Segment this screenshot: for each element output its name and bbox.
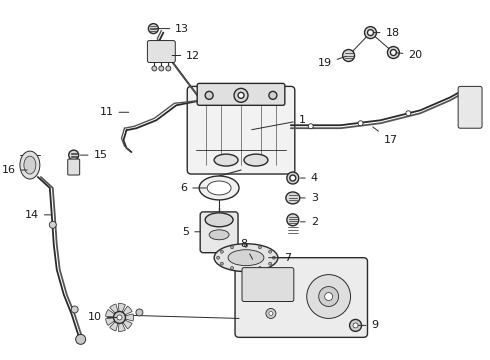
Ellipse shape (20, 151, 40, 179)
Circle shape (307, 275, 350, 319)
Circle shape (69, 150, 79, 160)
Text: 4: 4 (300, 173, 318, 183)
Circle shape (391, 50, 396, 55)
Text: 16: 16 (2, 165, 27, 175)
Circle shape (71, 306, 78, 313)
Wedge shape (106, 310, 120, 318)
Circle shape (349, 319, 362, 332)
Circle shape (258, 266, 262, 270)
Ellipse shape (207, 181, 231, 195)
Circle shape (166, 66, 171, 71)
Circle shape (245, 244, 247, 247)
Text: 10: 10 (88, 312, 117, 323)
Circle shape (220, 262, 223, 265)
Ellipse shape (244, 154, 268, 166)
Circle shape (406, 111, 411, 116)
Ellipse shape (286, 192, 300, 204)
Ellipse shape (214, 244, 278, 272)
Circle shape (365, 27, 376, 39)
Circle shape (368, 30, 373, 36)
Wedge shape (120, 306, 132, 318)
Text: 6: 6 (180, 183, 206, 193)
Circle shape (388, 46, 399, 58)
Circle shape (148, 24, 158, 33)
Text: 5: 5 (182, 227, 200, 237)
Circle shape (269, 250, 271, 253)
Text: 3: 3 (300, 193, 318, 203)
Circle shape (238, 93, 244, 98)
Circle shape (136, 309, 143, 316)
Wedge shape (106, 318, 120, 325)
Wedge shape (118, 303, 125, 318)
Text: 13: 13 (156, 24, 189, 33)
Circle shape (325, 293, 333, 301)
Text: 17: 17 (373, 127, 397, 145)
Ellipse shape (209, 230, 229, 240)
Text: 8: 8 (241, 239, 253, 259)
Ellipse shape (205, 213, 233, 227)
Text: 7: 7 (269, 253, 291, 263)
Text: 18: 18 (373, 28, 399, 37)
FancyBboxPatch shape (197, 84, 285, 105)
Circle shape (114, 311, 125, 323)
Circle shape (287, 214, 299, 226)
Circle shape (353, 323, 358, 328)
Circle shape (308, 124, 313, 129)
Wedge shape (110, 304, 120, 318)
Circle shape (269, 262, 271, 265)
Circle shape (117, 315, 122, 320)
Circle shape (231, 266, 234, 270)
Circle shape (343, 50, 355, 62)
Circle shape (245, 268, 247, 271)
Circle shape (205, 91, 213, 99)
FancyBboxPatch shape (242, 267, 294, 302)
Ellipse shape (199, 176, 239, 200)
Circle shape (234, 88, 248, 102)
Wedge shape (110, 318, 120, 331)
Circle shape (287, 172, 299, 184)
Circle shape (152, 66, 157, 71)
FancyBboxPatch shape (68, 159, 80, 175)
Circle shape (290, 175, 296, 181)
Text: 15: 15 (80, 150, 108, 160)
Circle shape (258, 246, 262, 249)
Circle shape (49, 221, 56, 228)
FancyBboxPatch shape (147, 41, 175, 63)
Text: 2: 2 (300, 217, 318, 227)
Text: 14: 14 (24, 210, 51, 220)
Circle shape (269, 91, 277, 99)
Circle shape (231, 246, 234, 249)
Circle shape (318, 287, 339, 306)
Text: 1: 1 (252, 115, 306, 130)
Text: 20: 20 (396, 50, 422, 59)
Circle shape (217, 256, 220, 259)
Ellipse shape (214, 154, 238, 166)
FancyBboxPatch shape (200, 212, 238, 253)
FancyBboxPatch shape (235, 258, 368, 337)
Circle shape (272, 256, 275, 259)
Ellipse shape (24, 156, 36, 174)
FancyBboxPatch shape (187, 86, 295, 174)
Circle shape (358, 121, 363, 126)
FancyBboxPatch shape (458, 86, 482, 128)
Wedge shape (118, 318, 125, 332)
Circle shape (266, 309, 276, 319)
Circle shape (220, 250, 223, 253)
Text: 9: 9 (358, 320, 379, 330)
Ellipse shape (228, 250, 264, 266)
Wedge shape (120, 318, 132, 329)
Wedge shape (120, 314, 133, 321)
Circle shape (75, 334, 86, 344)
Text: 11: 11 (99, 107, 129, 117)
Text: 12: 12 (172, 50, 200, 60)
Text: 19: 19 (318, 57, 346, 68)
Circle shape (269, 311, 273, 315)
Circle shape (159, 66, 164, 71)
